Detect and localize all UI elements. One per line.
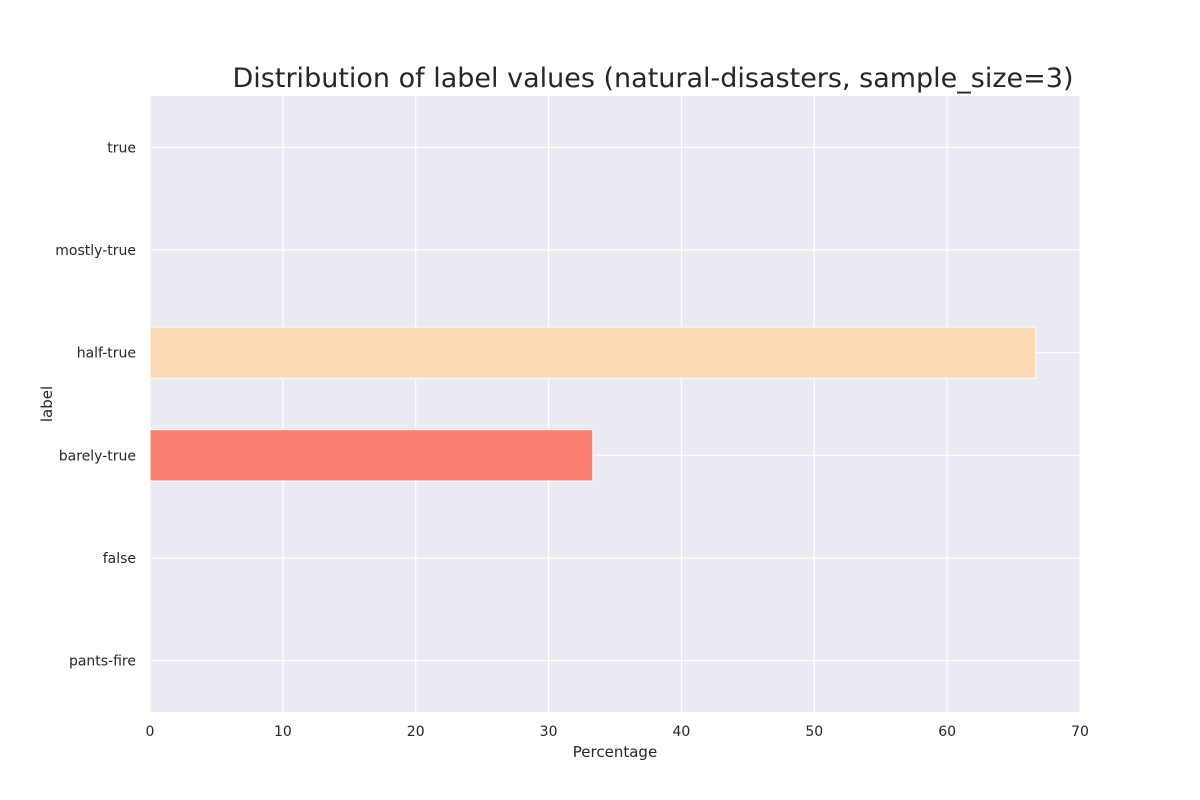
- bars: [149, 326, 1037, 482]
- bar-half-true: [149, 326, 1037, 379]
- x-tick-label: 50: [805, 724, 823, 740]
- x-tick-label: 20: [407, 724, 425, 740]
- x-tick-label: 10: [274, 724, 292, 740]
- y-tick-label: half-true: [77, 346, 136, 362]
- x-tick-label: 40: [673, 724, 691, 740]
- x-tick-label: 0: [146, 724, 155, 740]
- y-axis-label: label: [38, 386, 56, 422]
- x-tick-labels: 0 10 20 30 40 50 60 70: [146, 724, 1089, 740]
- x-axis-label: Percentage: [573, 743, 657, 761]
- y-tick-label: barely-true: [59, 448, 136, 464]
- y-tick-label: false: [103, 551, 136, 567]
- y-tick-label: pants-fire: [69, 654, 136, 670]
- plot-area: [150, 96, 1080, 712]
- x-tick-label: 60: [938, 724, 956, 740]
- bar-barely-true: [149, 429, 594, 482]
- y-tick-labels: true mostly-true half-true barely-true false…: [55, 140, 136, 669]
- chart-title: Distribution of label values (natural-di…: [233, 63, 1074, 94]
- y-tick-label: mostly-true: [55, 243, 136, 259]
- x-tick-label: 70: [1071, 724, 1089, 740]
- y-tick-label: true: [107, 140, 136, 156]
- x-tick-label: 30: [540, 724, 558, 740]
